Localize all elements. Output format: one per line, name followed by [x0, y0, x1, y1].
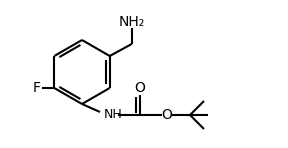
Text: NH₂: NH₂ — [119, 15, 145, 29]
Text: NH: NH — [104, 108, 123, 122]
Text: O: O — [134, 81, 145, 95]
Text: F: F — [32, 81, 40, 95]
Text: O: O — [162, 108, 173, 122]
